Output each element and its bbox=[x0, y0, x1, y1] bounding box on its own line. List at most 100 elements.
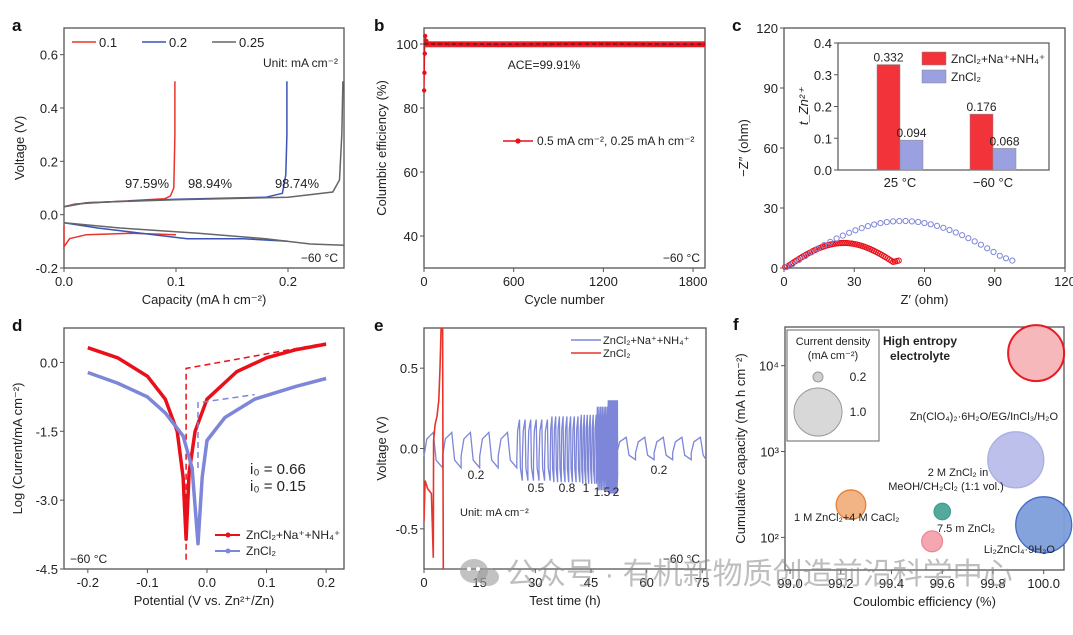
nyquist-point bbox=[915, 218, 922, 226]
y-axis-label: Log (Current/mA cm⁻²) bbox=[10, 383, 25, 515]
category-label: −60 °C bbox=[973, 175, 1013, 190]
nyquist-point bbox=[921, 219, 928, 227]
bubble bbox=[933, 502, 952, 521]
nyquist-point bbox=[883, 219, 890, 226]
data-point bbox=[552, 42, 557, 47]
data-point bbox=[454, 42, 459, 47]
bubble-label: 2 M ZnCl₂ in bbox=[928, 467, 989, 479]
nyquist-point bbox=[814, 245, 821, 252]
size-legend-unit: (mA cm⁻²) bbox=[808, 350, 858, 362]
nyquist-point bbox=[977, 241, 985, 248]
plot-frame bbox=[63, 27, 345, 269]
y-tick-label: 0.3 bbox=[814, 68, 832, 83]
category-label: 25 °C bbox=[884, 175, 917, 190]
y-tick-label: 0.0 bbox=[40, 208, 58, 223]
bubble-label: 7.5 m ZnCl₂ bbox=[937, 523, 995, 535]
nyquist-point bbox=[890, 218, 897, 225]
bubble-label: Li₂ZnCl₄·9H₂O bbox=[984, 544, 1056, 556]
x-tick-label: 0.0 bbox=[198, 575, 216, 590]
size-legend-label: 0.2 bbox=[850, 370, 867, 384]
bubble bbox=[987, 431, 1045, 489]
nyquist-point bbox=[833, 235, 840, 242]
x-axis-label: Potential (V vs. Zn²⁺/Zn) bbox=[134, 593, 275, 608]
data-point bbox=[462, 42, 467, 47]
bubble-label: 1 M ZnCl₂+4 M CaCl₂ bbox=[794, 512, 899, 524]
y-tick-label: -0.5 bbox=[396, 522, 418, 537]
legend-label: ZnCl₂ bbox=[603, 348, 631, 360]
temperature-label: −60 °C bbox=[70, 552, 107, 566]
plot-frame bbox=[423, 27, 706, 269]
legend-swatch bbox=[921, 51, 947, 66]
x-tick-label: 120 bbox=[1054, 274, 1073, 289]
nyquist-point bbox=[908, 218, 916, 225]
rate-label: 0.2 bbox=[468, 468, 485, 482]
panel-label: e bbox=[374, 316, 383, 335]
x-tick-label: 60 bbox=[917, 274, 931, 289]
x-tick-label: -0.1 bbox=[136, 575, 158, 590]
nyquist-point bbox=[802, 253, 809, 260]
bubble bbox=[1007, 324, 1066, 383]
nyquist-point bbox=[877, 220, 884, 227]
data-point bbox=[518, 42, 523, 47]
y-axis-label: Cumulative capacity (mA h cm⁻²) bbox=[733, 353, 748, 543]
bubble bbox=[835, 489, 867, 521]
data-point bbox=[701, 42, 706, 47]
x-tick-label: 100.0 bbox=[1027, 576, 1060, 591]
legend-swatch bbox=[921, 69, 947, 84]
legend-marker bbox=[225, 548, 231, 554]
y-tick-label: -4.5 bbox=[36, 562, 58, 577]
tafel-fit-line bbox=[197, 393, 255, 468]
data-point bbox=[593, 41, 598, 46]
nyquist-point bbox=[933, 222, 941, 229]
y-axis-label: −Z″ (ohm) bbox=[736, 119, 751, 177]
legend-label: ZnCl₂+Na⁺+NH₄⁺ bbox=[951, 52, 1045, 66]
unit-note: Unit: mA cm⁻² bbox=[263, 56, 338, 70]
tafel-curve bbox=[87, 370, 327, 546]
rate-label: 0.2 bbox=[651, 463, 668, 477]
nyquist-point bbox=[1009, 257, 1016, 264]
y-tick-label: 10³ bbox=[760, 445, 779, 460]
data-point bbox=[533, 42, 538, 47]
nyquist-point bbox=[846, 229, 853, 236]
bar bbox=[992, 148, 1017, 171]
x-tick-label: 45 bbox=[584, 575, 598, 590]
x-axis-label: Cycle number bbox=[524, 292, 605, 307]
nyquist-point bbox=[984, 245, 991, 252]
exchange-current-label: i₀ = 0.15 bbox=[250, 478, 306, 495]
data-point bbox=[428, 41, 433, 46]
x-tick-label: 99.6 bbox=[930, 576, 955, 591]
nyquist-point bbox=[927, 221, 934, 228]
y-tick-label: -1.5 bbox=[36, 424, 58, 439]
legend-label: 0.5 mA cm⁻², 0.25 mA h cm⁻² bbox=[537, 134, 694, 148]
bar-value-label: 0.332 bbox=[873, 51, 903, 65]
series-line-0.2-discharge bbox=[63, 221, 289, 243]
nyquist-point bbox=[959, 232, 966, 239]
data-point bbox=[581, 41, 586, 46]
tafel-curve bbox=[87, 342, 327, 541]
data-point bbox=[645, 42, 650, 47]
legend-label: 0.25 bbox=[239, 35, 264, 50]
nyquist-point bbox=[795, 257, 803, 264]
data-point bbox=[522, 42, 527, 47]
y-tick-label: -3.0 bbox=[36, 493, 58, 508]
temperature-label: −60 °C bbox=[663, 552, 700, 566]
rate-label: 0.5 bbox=[528, 481, 545, 495]
rate-label: 0.8 bbox=[559, 481, 576, 495]
data-point bbox=[596, 41, 601, 46]
ce-label: 97.59% bbox=[125, 176, 170, 191]
series-line-high-entropy bbox=[423, 400, 707, 494]
legend-label: ZnCl₂+Na⁺+NH₄⁺ bbox=[603, 335, 690, 347]
nyquist-point bbox=[864, 223, 872, 230]
x-tick-label: 0 bbox=[420, 575, 427, 590]
x-tick-label: 0 bbox=[780, 274, 787, 289]
size-legend-bubble bbox=[793, 387, 843, 437]
bar-value-label: 0.068 bbox=[989, 134, 1019, 148]
x-axis-label: Test time (h) bbox=[529, 593, 601, 608]
nyquist-point bbox=[858, 225, 865, 232]
series-line-0.25-discharge bbox=[63, 221, 345, 247]
data-point bbox=[525, 42, 530, 47]
y-tick-label: 0.1 bbox=[814, 131, 832, 146]
data-point bbox=[529, 42, 534, 47]
x-tick-label: 30 bbox=[847, 274, 861, 289]
